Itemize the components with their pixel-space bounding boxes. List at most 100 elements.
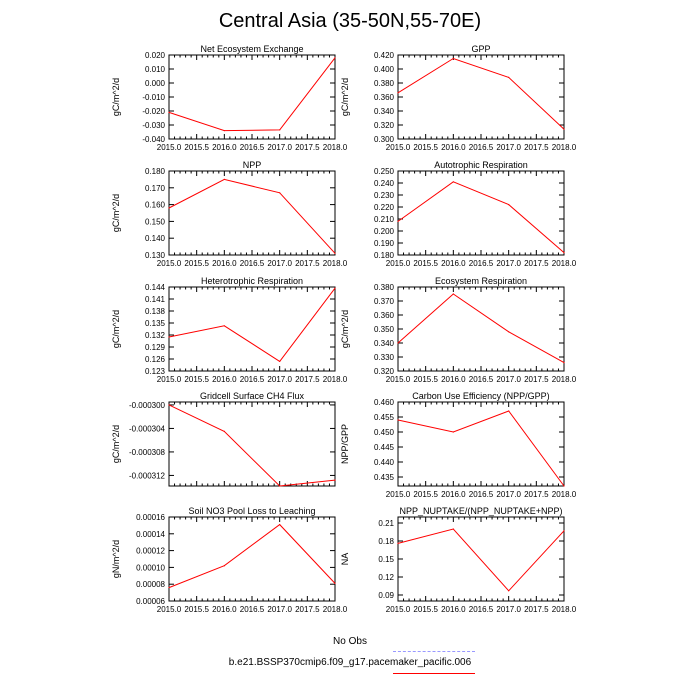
y-tick-label: 0.00006 bbox=[136, 597, 165, 606]
y-tick-label: 0.180 bbox=[374, 251, 395, 260]
x-tick-label: 2015.0 bbox=[386, 375, 411, 384]
x-tick-label: 2018.0 bbox=[323, 605, 348, 614]
plot-frame bbox=[397, 516, 565, 602]
panel-title: Carbon Use Efficiency (NPP/GPP) bbox=[412, 391, 549, 401]
series-line bbox=[168, 57, 336, 132]
x-tick-label: 2017.0 bbox=[267, 143, 292, 152]
x-tick-label: 2018.0 bbox=[552, 143, 577, 152]
x-tick-label: 2015.5 bbox=[184, 375, 209, 384]
data-point bbox=[334, 479, 336, 481]
x-tick-label: 2015.5 bbox=[413, 259, 438, 268]
y-tick-label: 0.400 bbox=[374, 65, 395, 74]
data-point bbox=[397, 220, 399, 222]
y-axis-label: gC/m^2/d bbox=[111, 425, 121, 463]
x-tick-label: 2018.0 bbox=[552, 490, 577, 499]
y-tick-label: 0.000 bbox=[145, 79, 166, 88]
y-tick-label: 0.160 bbox=[145, 201, 166, 210]
x-tick-label: 2016.0 bbox=[212, 259, 237, 268]
legend-model-line bbox=[393, 673, 475, 674]
x-tick-label: 2018.0 bbox=[323, 259, 348, 268]
y-tick-label: 0.18 bbox=[378, 537, 394, 546]
y-tick-label: 0.123 bbox=[145, 367, 166, 376]
x-tick-label: 2017.0 bbox=[496, 375, 521, 384]
data-point bbox=[168, 586, 170, 589]
legend-obs-line bbox=[393, 651, 475, 652]
x-tick-label: 2017.5 bbox=[524, 375, 549, 384]
y-tick-label: 0.340 bbox=[374, 339, 395, 348]
panel-title: Heterotrophic Respiration bbox=[201, 276, 303, 286]
y-tick-label: -0.030 bbox=[142, 121, 165, 130]
x-tick-label: 2015.0 bbox=[157, 259, 182, 268]
x-tick-label: 2015.0 bbox=[157, 375, 182, 384]
data-point bbox=[279, 192, 281, 194]
data-point bbox=[397, 342, 399, 344]
x-tick-label: 2016.0 bbox=[212, 605, 237, 614]
x-tick-label: 2015.0 bbox=[386, 490, 411, 499]
x-tick-label: 2017.0 bbox=[496, 605, 521, 614]
y-tick-label: 0.141 bbox=[145, 295, 166, 304]
y-tick-label: 0.00014 bbox=[136, 530, 165, 539]
data-point bbox=[223, 430, 225, 432]
plot-frame bbox=[168, 286, 336, 372]
data-point bbox=[397, 92, 399, 94]
series-line bbox=[168, 178, 336, 254]
plot-frame bbox=[397, 286, 565, 372]
y-tick-label: -0.000304 bbox=[129, 424, 166, 433]
x-tick-label: 2017.0 bbox=[496, 143, 521, 152]
panel-1: Net Ecosystem Exchange gC/m^2/d -0.040 -0.0… bbox=[111, 44, 348, 152]
panel-9: Soil NO3 Pool Loss to Leaching gN/m^2/d 0.… bbox=[111, 506, 348, 614]
data-point bbox=[508, 331, 510, 333]
x-tick-label: 2016.0 bbox=[441, 490, 466, 499]
y-axis-label: gC/m^2/d bbox=[111, 310, 121, 348]
plot-frame bbox=[397, 401, 565, 487]
y-axis-label: gN/m^2/d bbox=[111, 540, 121, 578]
x-tick-label: 2018.0 bbox=[552, 375, 577, 384]
panel-2: GPP gC/m^2/d 0.300 0.320 0.340 0.360 0.380 0.40… bbox=[340, 44, 577, 152]
x-tick-label: 2016.5 bbox=[469, 605, 494, 614]
y-tick-label: 0.130 bbox=[145, 251, 166, 260]
data-point bbox=[168, 336, 170, 338]
x-tick-label: 2016.0 bbox=[441, 605, 466, 614]
y-tick-label: 0.440 bbox=[374, 458, 395, 467]
x-tick-label: 2017.0 bbox=[267, 259, 292, 268]
series-line bbox=[168, 523, 336, 589]
y-tick-label: 0.240 bbox=[374, 179, 395, 188]
y-tick-label: 0.144 bbox=[145, 283, 166, 292]
x-tick-label: 2017.5 bbox=[295, 259, 320, 268]
x-tick-label: 2017.0 bbox=[496, 490, 521, 499]
panel-title: NPP_NUPTAKE/(NPP_NUPTAKE+NPP) bbox=[400, 506, 563, 516]
y-tick-label: 0.350 bbox=[374, 325, 395, 334]
y-axis-label: gC/m^2/d bbox=[340, 78, 350, 116]
data-point bbox=[334, 582, 336, 584]
series-line bbox=[397, 528, 565, 592]
y-tick-label: 0.360 bbox=[374, 93, 395, 102]
x-tick-label: 2017.5 bbox=[295, 605, 320, 614]
plot-frame bbox=[168, 170, 336, 256]
data-point bbox=[334, 252, 336, 254]
y-tick-label: 0.420 bbox=[374, 51, 395, 60]
panel-6: Ecosystem Respiration gC/m^2/d 0.320 0.330 0… bbox=[340, 276, 577, 384]
y-tick-label: 0.00010 bbox=[136, 563, 165, 572]
x-tick-label: 2015.5 bbox=[413, 375, 438, 384]
x-tick-label: 2016.5 bbox=[240, 605, 265, 614]
x-tick-label: 2015.0 bbox=[386, 605, 411, 614]
x-tick-label: 2017.5 bbox=[524, 259, 549, 268]
panel-5: Heterotrophic Respiration gC/m^2/d 0.123 0.… bbox=[111, 276, 348, 384]
x-tick-label: 2015.5 bbox=[413, 605, 438, 614]
y-tick-label: 0.21 bbox=[378, 519, 394, 528]
data-point bbox=[168, 111, 170, 113]
panel-title: Gridcell Surface CH4 Flux bbox=[200, 391, 305, 401]
y-tick-label: 0.00012 bbox=[136, 547, 165, 556]
y-tick-label: 0.455 bbox=[374, 413, 395, 422]
y-tick-label: 0.15 bbox=[378, 555, 394, 564]
chart-grid: Net Ecosystem Exchange gC/m^2/d -0.040 -0.0… bbox=[111, 44, 577, 614]
y-tick-label: 0.370 bbox=[374, 297, 395, 306]
x-tick-label: 2017.5 bbox=[524, 605, 549, 614]
x-tick-label: 2018.0 bbox=[552, 259, 577, 268]
data-point bbox=[452, 431, 454, 433]
data-point bbox=[168, 404, 170, 406]
y-axis-label: gC/m^2/d bbox=[340, 310, 350, 348]
x-tick-label: 2016.5 bbox=[469, 375, 494, 384]
plot-frame bbox=[397, 170, 565, 256]
y-tick-label: 0.230 bbox=[374, 191, 395, 200]
